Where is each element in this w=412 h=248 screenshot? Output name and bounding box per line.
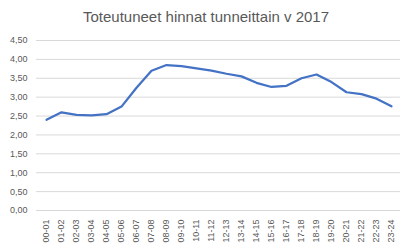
svg-text:18-19: 18-19: [311, 220, 321, 243]
svg-text:12-13: 12-13: [221, 220, 231, 243]
svg-text:0,00: 0,00: [10, 205, 28, 215]
svg-text:2,50: 2,50: [10, 111, 28, 121]
svg-text:00-01: 00-01: [41, 220, 51, 243]
svg-text:16-17: 16-17: [281, 220, 291, 243]
svg-text:4,50: 4,50: [10, 35, 28, 45]
svg-text:01-02: 01-02: [56, 220, 66, 243]
svg-text:2,00: 2,00: [10, 130, 28, 140]
svg-text:03-04: 03-04: [86, 220, 96, 243]
svg-text:1,00: 1,00: [10, 168, 28, 178]
svg-text:1,50: 1,50: [10, 149, 28, 159]
svg-text:08-09: 08-09: [161, 220, 171, 243]
svg-text:22-23: 22-23: [371, 220, 381, 243]
svg-text:17-18: 17-18: [296, 220, 306, 243]
svg-text:3,00: 3,00: [10, 92, 28, 102]
svg-text:0,50: 0,50: [10, 186, 28, 196]
svg-text:09-10: 09-10: [176, 220, 186, 243]
svg-text:3,50: 3,50: [10, 73, 28, 83]
svg-text:4,00: 4,00: [10, 54, 28, 64]
svg-text:13-14: 13-14: [236, 220, 246, 243]
svg-text:04-05: 04-05: [101, 220, 111, 243]
svg-text:02-03: 02-03: [71, 220, 81, 243]
svg-text:07-08: 07-08: [146, 220, 156, 243]
svg-text:21-22: 21-22: [356, 220, 366, 243]
svg-text:11-12: 11-12: [206, 220, 216, 242]
svg-text:20-21: 20-21: [341, 220, 351, 243]
svg-text:23-24: 23-24: [386, 220, 396, 243]
svg-text:05-06: 05-06: [116, 220, 126, 243]
svg-text:10-11: 10-11: [191, 220, 201, 242]
svg-text:06-07: 06-07: [131, 220, 141, 243]
svg-text:19-20: 19-20: [326, 220, 336, 243]
html-text:Toteutuneet hinnat tunneittain: Toteutuneet hinnat tunneittain v 2017: [83, 8, 329, 25]
svg-text:14-15: 14-15: [251, 220, 261, 243]
svg-text:15-16: 15-16: [266, 220, 276, 243]
